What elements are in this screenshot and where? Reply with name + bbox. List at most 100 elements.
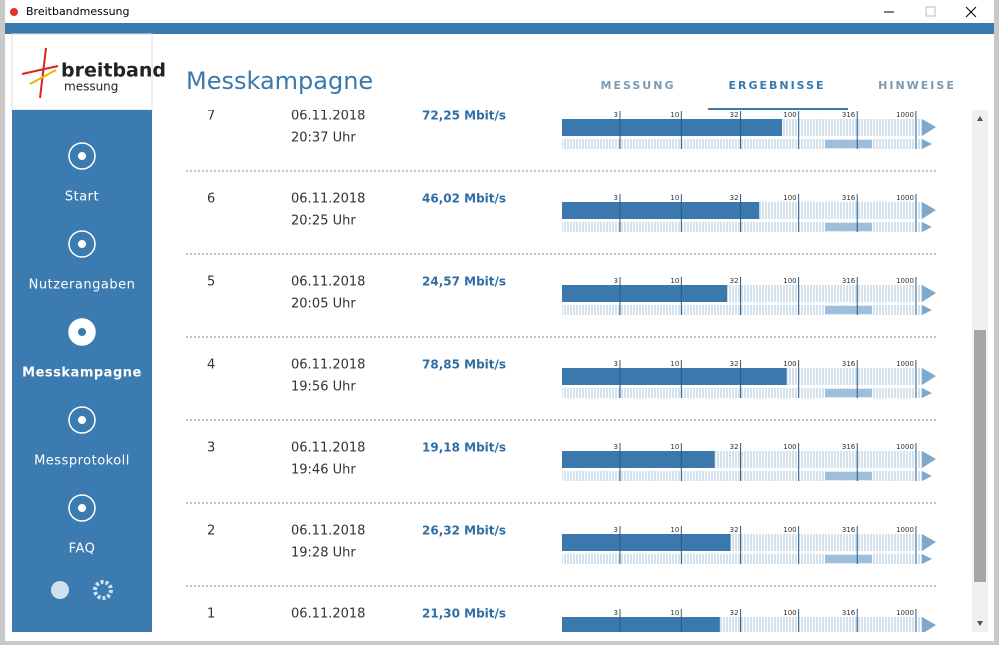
logo-text: breitband [61,60,166,82]
nav-label[interactable]: Start [65,190,99,205]
maximize[interactable] [925,6,936,17]
scale-tick-label: 100 [783,609,796,617]
speed-bar [562,119,783,136]
scale-tick-label: 100 [783,443,796,451]
row-date: 06.11.2018 [291,524,365,539]
nav-icon-dot [78,504,86,512]
row-time: 19:28 Uhr [291,546,356,561]
settings-icon[interactable] [93,580,113,600]
row-number: 1 [207,607,215,622]
nav-icon-dot [78,416,86,424]
lower-hatch [562,554,922,564]
scale-tick-label: 100 [783,111,796,119]
scale-tick-label: 316 [842,526,856,534]
row-speed: 21,30 Mbit/s [422,607,506,621]
logo-mark [29,69,57,85]
scroll-thumb[interactable] [974,330,986,582]
scale-tick-label: 32 [730,360,739,368]
nav-icon[interactable] [68,406,96,434]
row-speed: 46,02 Mbit/s [422,192,506,206]
lower-hatch [562,139,922,149]
logo-mark [21,47,59,99]
row-time: 20:37 Uhr [291,131,356,146]
lower-segment [825,306,872,314]
nav-label[interactable]: Messkampagne [22,366,142,381]
scale-tick-label: 3 [614,443,618,451]
row-time: 19:46 Uhr [291,463,356,478]
row-date: 06.11.2018 [291,358,365,373]
logo-text: messung [64,80,118,94]
scale-arrow [922,451,936,481]
lower-hatch [562,222,922,232]
scale-tick-label: 1000 [896,194,914,202]
row-number: 3 [207,441,215,456]
row-number: 2 [207,524,215,539]
row-date: 06.11.2018 [291,607,365,622]
row-speed: 19,18 Mbit/s [422,441,506,455]
tab[interactable]: MESSUNG [601,79,676,92]
scale-tick-label: 32 [730,194,739,202]
row-date: 06.11.2018 [291,275,365,290]
scale-tick-label: 316 [842,609,856,617]
scale-tick-label: 316 [842,277,856,285]
info-icon[interactable] [51,581,69,599]
tab[interactable]: HINWEISE [878,79,956,92]
scale-tick-label: 1000 [896,609,914,617]
scale-tick-label: 10 [670,277,679,285]
scale-arrow [922,202,936,232]
row-speed: 72,25 Mbit/s [422,109,506,123]
scale-tick-label: 3 [614,194,618,202]
nav-icon-dot [78,240,86,248]
scale-tick-label: 100 [783,194,796,202]
nav-icon[interactable] [68,142,96,170]
scale-arrow [922,534,936,564]
speed-bar [562,285,728,302]
nav-icon-dot [78,152,86,160]
row-date: 06.11.2018 [291,441,365,456]
page-title: Messkampagne [186,67,373,95]
row-number: 6 [207,192,215,207]
scale-tick-label: 316 [842,194,856,202]
scale-arrow [922,285,936,315]
scale-tick-label: 1000 [896,443,914,451]
scale-tick-label: 3 [614,277,618,285]
row-date: 06.11.2018 [291,109,365,124]
row-number: 5 [207,275,215,290]
scale-tick-label: 316 [842,111,856,119]
row-date: 06.11.2018 [291,192,365,207]
scale-tick-label: 10 [670,443,679,451]
scale-tick-label: 32 [730,609,739,617]
scale-tick-label: 3 [614,360,618,368]
scale-tick-label: 32 [730,526,739,534]
speed-bar [562,451,715,468]
scale-tick-label: 100 [783,277,796,285]
scale-tick-label: 3 [614,609,618,617]
header [5,34,994,110]
lower-segment [825,555,872,563]
nav-label[interactable]: Messprotokoll [34,454,130,469]
lower-segment [825,223,872,231]
lower-hatch [562,305,922,315]
scale-tick-label: 3 [614,111,618,119]
row-speed: 24,57 Mbit/s [422,275,506,289]
lower-hatch [562,388,922,398]
nav-icon[interactable] [68,494,96,522]
close[interactable] [965,6,977,18]
tab[interactable]: ERGEBNISSE [728,79,825,92]
nav-label[interactable]: FAQ [69,542,96,557]
lower-hatch [562,471,922,481]
speed-bar [562,368,787,385]
scale-tick-label: 1000 [896,277,914,285]
sidebar [12,110,152,632]
row-speed: 78,85 Mbit/s [422,358,506,372]
lower-segment [825,140,872,148]
nav-label[interactable]: Nutzerangaben [29,278,136,293]
speed-bar [562,617,720,632]
row-speed: 26,32 Mbit/s [422,524,506,538]
row-time: 20:05 Uhr [291,297,356,312]
nav-icon[interactable] [68,230,96,258]
top-strip [5,23,994,34]
scale-tick-label: 10 [670,194,679,202]
